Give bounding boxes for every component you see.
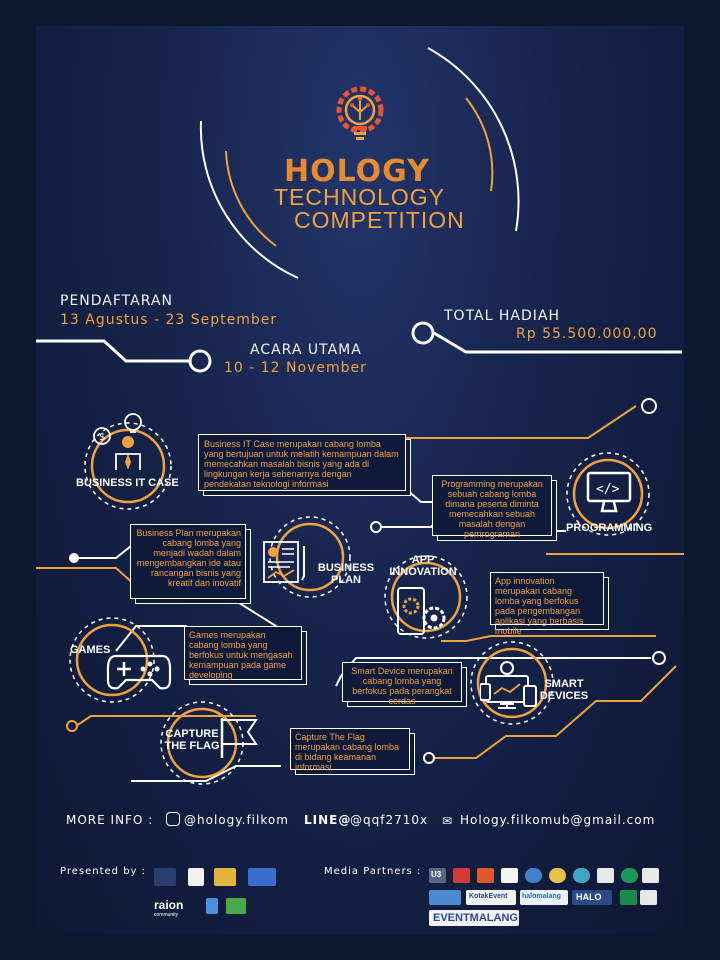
line-id[interactable]: @qqf2710x (350, 813, 429, 827)
presenter-logo-1 (154, 868, 176, 886)
category-capture-the-flag-description: Capture The Flag merupakan cabang lomba … (295, 732, 400, 772)
category-business-it-case-description-box: Business IT Case merupakan cabang lomba … (198, 434, 406, 491)
poster: HOLOGY TECHNOLOGY COMPETITION PENDAFTARA… (36, 26, 684, 934)
brand-name: HOLOGY (284, 154, 430, 189)
gamepad-icon (106, 654, 172, 690)
category-business-plan-title: BUSINESS PLAN (314, 562, 378, 586)
media-logo-halo: HALO (572, 890, 612, 905)
smart-devices-icon (480, 661, 537, 709)
category-app-innovation-title-text: APP INNOVATION (389, 554, 457, 578)
instagram-icon (166, 812, 180, 826)
category-smart-devices-title-text: SMART DEVICES (539, 678, 589, 702)
media-logo-4 (501, 868, 518, 883)
prize-label: TOTAL HADIAH (444, 308, 560, 324)
more-info-label: MORE INFO : (66, 813, 154, 827)
presenter-logo-raion: raion (154, 898, 184, 912)
line-prefix: LINE@ (304, 813, 352, 827)
media-logo-7 (573, 868, 590, 883)
category-business-it-case-title: BUSINESS IT CASE (76, 477, 179, 489)
presenter-logo-2 (188, 868, 204, 886)
category-capture-the-flag-title-text: CAPTURE THE FLAG (164, 728, 220, 752)
presenter-logo-6 (226, 898, 246, 914)
main-event-date: 10 - 12 November (224, 360, 367, 376)
media-logo-halomalang: halomalang (520, 890, 568, 905)
media-logo-9 (621, 868, 638, 883)
registration-date: 13 Agustus - 23 September (60, 312, 278, 328)
media-logo-kotakevent-text: KotakEvent (469, 893, 508, 900)
category-business-plan-title-text: BUSINESS PLAN (317, 562, 375, 586)
media-logo-11 (429, 890, 461, 905)
category-app-innovation-description: App innovation merupakan cabang lomba ya… (495, 576, 584, 636)
svg-text:</>: </> (596, 482, 620, 497)
gear-bulb-icon (336, 86, 384, 140)
email-address[interactable]: Hology.filkomub@gmail.com (460, 813, 656, 827)
prize-value: Rp 55.500.000,00 (516, 326, 658, 342)
category-app-innovation-description-box: App innovation merupakan cabang lomba ya… (490, 572, 604, 636)
media-logo-5 (525, 868, 542, 883)
category-smart-devices-title: SMART DEVICES (536, 678, 592, 702)
media-logo-halomalang-text: halomalang (522, 893, 561, 900)
svg-text:$: $ (99, 432, 105, 443)
category-business-it-case-description: Business IT Case merupakan cabang lomba … (204, 439, 399, 489)
brand-line-2: COMPETITION (294, 207, 465, 233)
media-logo-u3: U3 (429, 868, 446, 883)
category-app-innovation-title: APP INNOVATION (386, 554, 460, 578)
media-logo-6 (549, 868, 566, 883)
media-logo-8 (597, 868, 614, 883)
media-logo-10 (642, 868, 659, 883)
media-logo-3 (477, 868, 494, 883)
report-icon (263, 541, 305, 583)
brand-line-1: TECHNOLOGY (274, 184, 446, 210)
category-games-title: GAMES (70, 644, 111, 656)
media-logo-eventmalang-text: EVENTMALANG (433, 912, 518, 924)
media-logo-2 (453, 868, 470, 883)
media-logo-13 (640, 890, 657, 905)
media-logo-kotakevent: KotakEvent (466, 890, 516, 905)
presenter-logo-3 (214, 868, 236, 886)
main-event-label: ACARA UTAMA (250, 342, 362, 358)
media-logo-u3-text: U3 (431, 870, 442, 879)
category-capture-the-flag-title: CAPTURE THE FLAG (164, 728, 220, 752)
category-business-plan-description-box: Business Plan merupakan cabang lomba yan… (130, 524, 246, 599)
code-monitor-icon: </> (586, 471, 632, 513)
presenter-logo-raion-subtitle: community (154, 912, 179, 918)
category-games-description-box: Games merupakan cabang lomba yang berfok… (184, 626, 302, 680)
category-games-description: Games merupakan cabang lomba yang berfok… (189, 630, 293, 680)
businessman-icon: $ (93, 413, 142, 470)
flag-icon (220, 718, 258, 758)
media-logo-eventmalang: EVENTMALANG (429, 910, 519, 926)
category-capture-the-flag-description-box: Capture The Flag merupakan cabang lomba … (290, 728, 410, 772)
registration-label: PENDAFTARAN (60, 293, 173, 309)
presented-by-label: Presented by : (60, 866, 147, 877)
presenter-logo-5 (206, 898, 218, 914)
category-programming-description-box: Programming merupakan sebuah cabang lomb… (432, 475, 552, 539)
category-smart-devices-description: Smart Device merupakan cabang lomba yang… (351, 666, 453, 706)
phone-gears-icon (397, 587, 446, 635)
media-logo-halo-text: HALO (576, 892, 602, 902)
instagram-handle[interactable]: @hology.filkom (184, 813, 289, 827)
media-partners-label: Media Partners : (324, 866, 422, 877)
presenter-logo-4 (248, 868, 276, 886)
media-logo-12 (620, 890, 637, 905)
category-business-plan-description: Business Plan merupakan cabang lomba yan… (136, 528, 241, 588)
email-icon: ✉ (442, 814, 453, 828)
category-smart-devices-description-box: Smart Device merupakan cabang lomba yang… (342, 662, 462, 706)
category-programming-description: Programming merupakan sebuah cabang lomb… (441, 479, 543, 539)
category-programming-title: PROGRAMMING (566, 522, 653, 534)
